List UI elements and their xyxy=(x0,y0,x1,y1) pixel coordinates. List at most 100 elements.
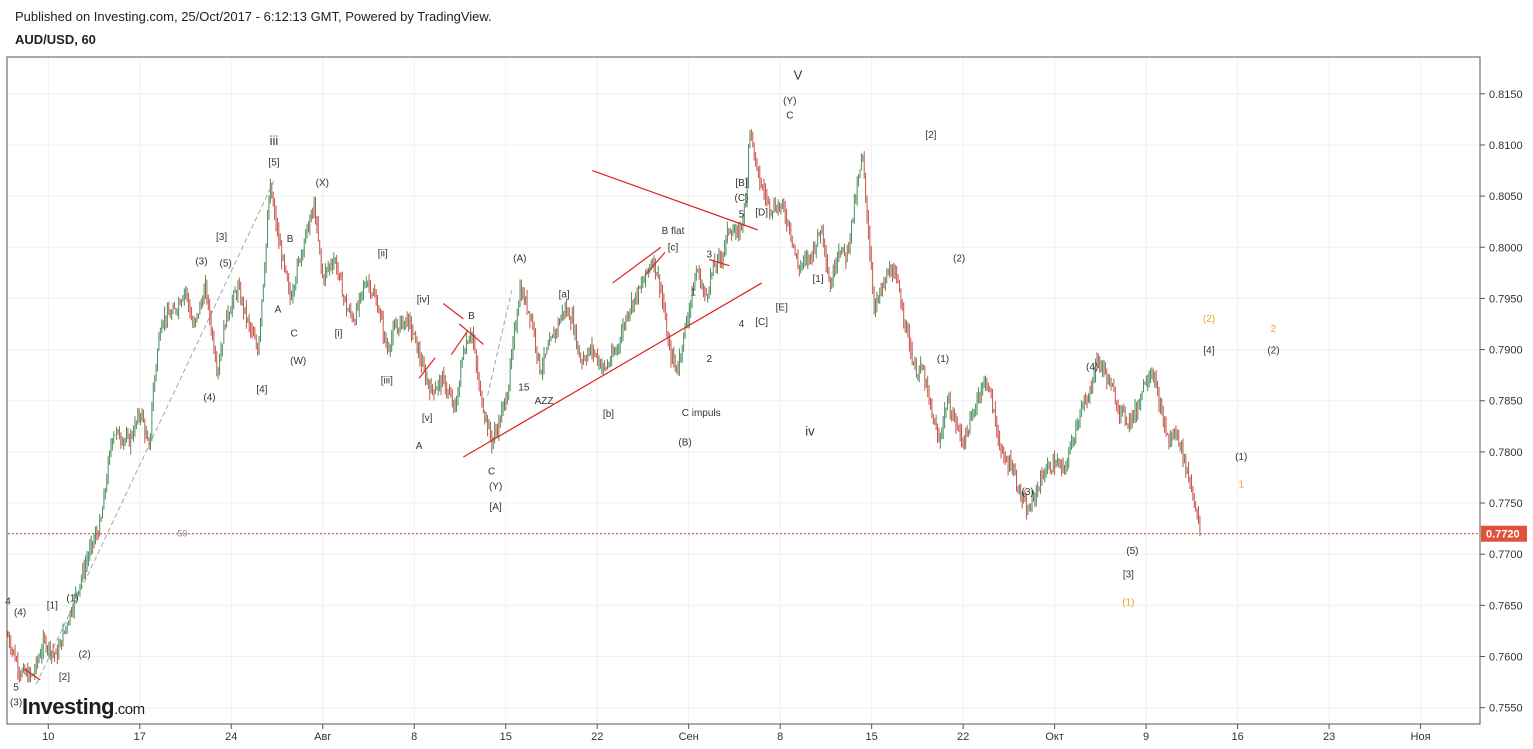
wave-label: (1) xyxy=(1122,597,1134,608)
wave-label: 3 xyxy=(706,250,712,261)
wave-label: [E] xyxy=(776,303,788,314)
wave-label: AZZ xyxy=(535,396,554,407)
wave-label: 5 xyxy=(13,682,19,693)
wave-label: [iii] xyxy=(381,375,393,386)
wave-label: (5) xyxy=(1126,546,1138,557)
wave-labels: iii [5] (X) B [3] (3) (5) [ii] [iv] A C [i] (W) (4) [4… xyxy=(5,67,1279,708)
x-axis-ticks: 10 17 24 Авг 8 15 22 Сен 8 15 22 Окт 9 16 23 Ноя xyxy=(42,724,1431,743)
wave-label: (C) xyxy=(735,193,749,204)
wave-label: iv xyxy=(805,424,815,439)
trendline xyxy=(442,303,464,320)
x-tick-label: 9 xyxy=(1143,731,1149,743)
y-tick-label: 0.7550 xyxy=(1489,703,1523,715)
wave-label: (A) xyxy=(513,254,526,265)
wave-label: (4) xyxy=(14,608,26,619)
wave-label: (4) xyxy=(203,393,215,404)
grid xyxy=(8,58,1479,723)
wave-label: (3) xyxy=(1022,487,1034,498)
wave-label: [i] xyxy=(335,328,343,339)
wave-label: (2) xyxy=(1267,346,1279,357)
y-tick-label: 0.7800 xyxy=(1489,447,1523,459)
wave-label: [A] xyxy=(490,502,502,513)
wave-label: [2] xyxy=(59,672,70,683)
wave-label: [2] xyxy=(925,130,936,141)
x-tick-label: Сен xyxy=(679,731,699,743)
wave-label: C xyxy=(488,466,495,477)
wave-label: (3) xyxy=(10,698,22,709)
wave-label: (2) xyxy=(1203,314,1215,325)
wave-label: (1) xyxy=(937,354,949,365)
wave-label: iii xyxy=(270,133,279,148)
wave-label: A xyxy=(275,305,282,316)
wave-label: [b] xyxy=(603,409,614,420)
wave-label: [D] xyxy=(755,208,768,219)
symbol-title: AUD/USD, 60 xyxy=(15,32,96,47)
wave-label: 2 xyxy=(1271,324,1277,335)
trendline xyxy=(463,282,762,458)
wave-label: [a] xyxy=(559,289,570,300)
y-tick-label: 0.7750 xyxy=(1489,498,1523,510)
y-tick-label: 0.7650 xyxy=(1489,600,1523,612)
wave-label: [c] xyxy=(668,242,679,253)
wave-label: B xyxy=(287,234,294,245)
trendline xyxy=(23,668,41,681)
trendline xyxy=(592,169,758,231)
wave-label: (1) xyxy=(66,593,78,604)
investing-logo: Investing.com xyxy=(22,694,145,720)
y-tick-label: 0.8050 xyxy=(1489,191,1523,203)
x-tick-label: 15 xyxy=(500,731,512,743)
wave-label: B xyxy=(468,311,475,322)
wave-label: C impuls xyxy=(682,408,721,419)
x-tick-label: 10 xyxy=(42,731,54,743)
x-tick-label: 16 xyxy=(1231,731,1243,743)
wave-label: (X) xyxy=(316,178,329,189)
wave-label: (B) xyxy=(678,438,691,449)
wave-label: 4 xyxy=(739,319,745,330)
trendlines xyxy=(23,169,762,681)
last-price-tag: 0.7720 xyxy=(1481,525,1527,542)
x-tick-label: 17 xyxy=(134,731,146,743)
wave-label: [B] xyxy=(735,178,747,189)
trendline xyxy=(450,330,468,356)
y-tick-label: 0.8150 xyxy=(1489,89,1523,101)
wave-label: [iv] xyxy=(417,295,430,306)
wave-label: (Y) xyxy=(783,96,796,107)
wave-label: B flat xyxy=(662,226,685,237)
wave-label: (2) xyxy=(953,254,965,265)
y-tick-label: 0.7700 xyxy=(1489,549,1523,561)
x-tick-label: 23 xyxy=(1323,731,1335,743)
trendline xyxy=(612,246,662,284)
x-tick-label: 22 xyxy=(591,731,603,743)
wave-label: (W) xyxy=(290,356,306,367)
wave-label: 1 xyxy=(1238,480,1244,491)
wave-label: A xyxy=(416,441,423,452)
trendline xyxy=(644,251,666,277)
logo-suffix: .com xyxy=(114,701,145,718)
wave-label: (4) xyxy=(1086,362,1098,373)
wave-label: (5) xyxy=(220,259,232,270)
wave-label: 1 xyxy=(690,287,696,298)
y-tick-label: 0.7950 xyxy=(1489,293,1523,305)
x-tick-label: Окт xyxy=(1045,731,1064,743)
y-tick-label: 0.7850 xyxy=(1489,396,1523,408)
x-tick-label: 22 xyxy=(957,731,969,743)
x-tick-label: Ноя xyxy=(1411,731,1431,743)
x-tick-label: 24 xyxy=(225,731,237,743)
wave-label: C xyxy=(291,328,298,339)
wave-label: 4 xyxy=(5,596,11,607)
logo-name: Investing xyxy=(22,694,115,719)
y-tick-label: 0.8000 xyxy=(1489,242,1523,254)
wave-label: [ii] xyxy=(378,248,388,259)
dashed-wave-lines xyxy=(35,180,513,685)
y-tick-label: 0.7600 xyxy=(1489,652,1523,664)
trendline xyxy=(709,258,730,267)
price-tag-bg xyxy=(1481,525,1527,542)
x-tick-label: Авг xyxy=(314,731,331,743)
wave-label: 15 xyxy=(518,383,530,394)
trendline xyxy=(458,323,484,345)
wave-label: [C] xyxy=(755,317,768,328)
candles xyxy=(7,129,1201,683)
wave-label: [5] xyxy=(268,157,279,168)
x-tick-label: 15 xyxy=(866,731,878,743)
